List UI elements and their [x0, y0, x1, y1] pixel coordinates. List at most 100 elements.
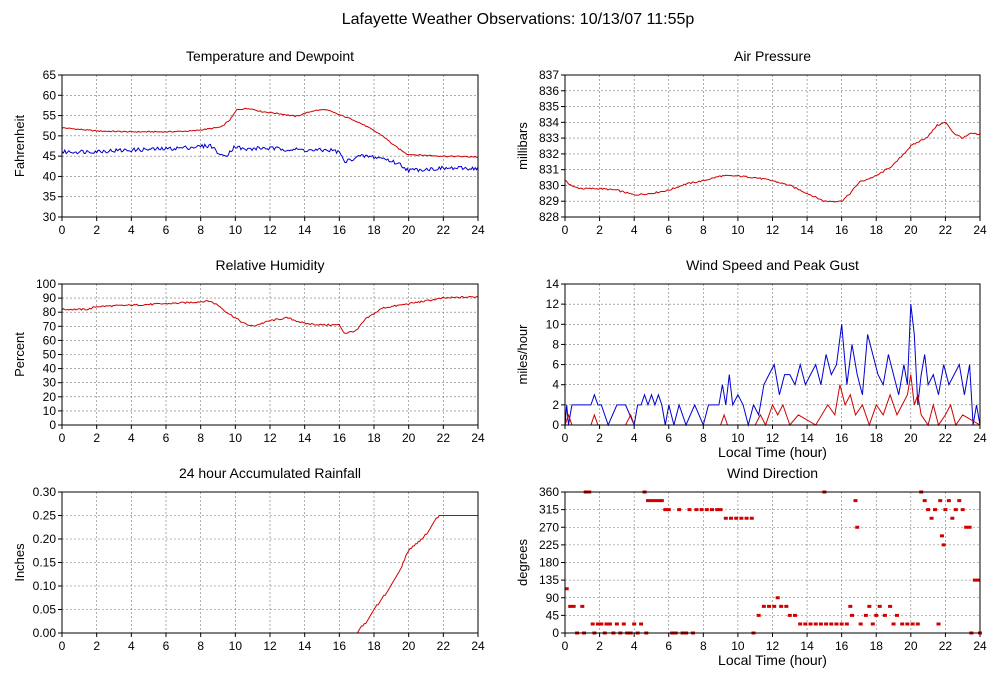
- dir-point: [938, 499, 943, 503]
- dir-xtick-label: 0: [562, 639, 569, 653]
- dir-point: [957, 499, 962, 503]
- dir-point: [855, 525, 860, 529]
- temp-xtick-label: 8: [197, 223, 204, 237]
- pressure-xtick-label: 6: [665, 223, 672, 237]
- humidity-xtick-label: 14: [298, 431, 312, 445]
- dir-point: [656, 499, 661, 503]
- dir-point: [568, 604, 573, 608]
- temp-xtick-label: 4: [128, 223, 135, 237]
- rain-xtick-label: 0: [59, 639, 66, 653]
- dir-point: [960, 508, 965, 512]
- dir-point: [659, 499, 664, 503]
- temp-xtick-label: 22: [437, 223, 451, 237]
- dir-point: [772, 604, 777, 608]
- dir-point: [729, 516, 733, 520]
- temp-series-line-1: [61, 143, 479, 174]
- pressure-series-line-0: [564, 121, 981, 203]
- pressure-plot-frame: [564, 74, 981, 218]
- dir-point: [858, 622, 863, 626]
- wind-xtick-label: 6: [665, 431, 672, 445]
- temp-xtick-label: 2: [93, 223, 100, 237]
- temp-ytick-label: 45: [43, 149, 57, 163]
- dir-ytick-label: 135: [539, 573, 559, 587]
- temp-ytick-label: 55: [43, 109, 57, 123]
- pressure-ytick-label: 834: [539, 115, 559, 129]
- temp-ylabel: Fahrenheit: [12, 115, 27, 178]
- dir-point: [964, 525, 969, 529]
- humidity-ylabel: Percent: [12, 332, 27, 377]
- dir-point: [590, 622, 595, 626]
- pressure-ytick-label: 830: [539, 178, 559, 192]
- temp-series-line-0: [61, 107, 479, 158]
- wind-xtick-label: 22: [939, 431, 953, 445]
- dir-xtick-label: 4: [631, 639, 638, 653]
- dir-ytick-label: 0: [552, 626, 559, 640]
- wind-series-line-0: [564, 304, 981, 427]
- dir-point: [614, 622, 619, 626]
- humidity-xtick-label: 6: [163, 431, 170, 445]
- dir-xtick-label: 2: [596, 639, 603, 653]
- rain-plot-frame: [61, 491, 479, 634]
- wind-ylabel: miles/hour: [515, 324, 530, 385]
- dir-point: [972, 578, 977, 582]
- dir-point: [853, 499, 858, 503]
- dir-title: Wind Direction: [727, 465, 818, 481]
- temp-ytick-label: 40: [43, 169, 57, 183]
- pressure-xtick-label: 12: [766, 223, 780, 237]
- dir-point: [808, 622, 813, 626]
- dir-ytick-label: 225: [539, 538, 559, 552]
- dir-point: [818, 622, 823, 626]
- pressure-ytick-label: 832: [539, 147, 559, 161]
- dir-point: [792, 613, 797, 617]
- dir-point: [844, 622, 849, 626]
- dir-point: [749, 516, 754, 520]
- dir-point: [694, 508, 699, 512]
- humidity-xtick-label: 4: [128, 431, 135, 445]
- temp-xtick-label: 18: [367, 223, 381, 237]
- humidity-xtick-label: 10: [229, 431, 243, 445]
- dir-point: [677, 508, 682, 512]
- dir-point: [709, 508, 714, 512]
- rain-xtick-label: 6: [163, 639, 170, 653]
- dir-point: [767, 604, 772, 608]
- wind-xtick-label: 14: [800, 431, 814, 445]
- dir-point: [666, 508, 671, 512]
- dir-point: [632, 622, 637, 626]
- dir-point: [798, 622, 803, 626]
- dir-point: [926, 508, 931, 512]
- dir-ytick-label: 270: [539, 520, 559, 534]
- dir-point: [839, 622, 844, 626]
- dir-xtick-label: 16: [835, 639, 849, 653]
- pressure-ytick-label: 831: [539, 163, 559, 177]
- wind-ytick-label: 10: [546, 317, 560, 331]
- dir-point: [687, 508, 692, 512]
- rain-ylabel: Inches: [12, 543, 27, 582]
- dir-ytick-label: 180: [539, 556, 559, 570]
- dir-point: [824, 622, 829, 626]
- humidity-xtick-label: 16: [333, 431, 347, 445]
- dir-point: [744, 516, 749, 520]
- humidity-ytick-label: 90: [43, 291, 57, 305]
- dir-point: [604, 622, 609, 626]
- humidity-ytick-label: 60: [43, 333, 57, 347]
- humidity-xtick-label: 8: [197, 431, 204, 445]
- rain-xtick-label: 16: [333, 639, 347, 653]
- pressure-ytick-label: 829: [539, 194, 559, 208]
- rain-xtick-label: 4: [128, 639, 135, 653]
- dir-point: [734, 516, 739, 520]
- pressure-ylabel: millibars: [515, 122, 530, 170]
- dir-ylabel: degrees: [515, 539, 530, 586]
- rain-xtick-label: 12: [263, 639, 277, 653]
- pressure-xtick-label: 10: [731, 223, 745, 237]
- dir-point: [599, 622, 604, 626]
- dir-point: [946, 499, 951, 503]
- temp-ytick-label: 30: [43, 210, 57, 224]
- dir-point: [850, 613, 855, 617]
- dir-ytick-label: 45: [546, 608, 560, 622]
- wind-ytick-label: 2: [552, 398, 559, 412]
- pressure-xtick-label: 8: [700, 223, 707, 237]
- rain-ytick-label: 0.30: [33, 485, 57, 499]
